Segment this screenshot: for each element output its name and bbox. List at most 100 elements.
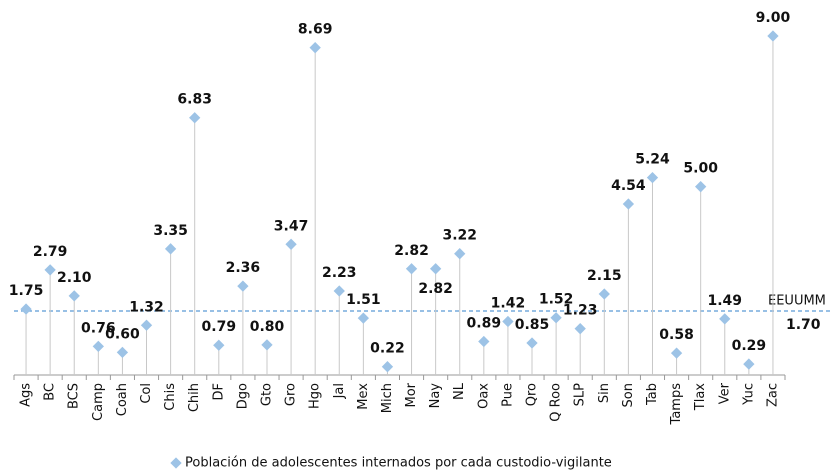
value-label: 0.76 — [81, 320, 116, 336]
marker — [189, 112, 201, 124]
value-label: 0.89 — [467, 315, 502, 331]
marker — [646, 171, 659, 184]
x-tick-label: Mor — [404, 382, 419, 407]
x-tick-label: Tamps — [669, 383, 684, 426]
x-tick-label: Sin — [597, 383, 612, 403]
value-label: 8.69 — [298, 22, 333, 38]
value-label: 1.75 — [9, 283, 44, 299]
marker — [381, 361, 394, 373]
value-label: 1.52 — [539, 292, 574, 308]
x-tick-label: Dgo — [235, 383, 250, 409]
value-label: 1.32 — [129, 299, 164, 315]
value-label: 1.49 — [707, 293, 742, 309]
x-tick-label: Tab — [645, 383, 660, 406]
x-tick-label: Chih — [187, 383, 202, 412]
x-tick-label: Yuc — [741, 383, 756, 406]
marker — [357, 312, 370, 324]
value-label: 2.15 — [587, 268, 622, 284]
x-tick-label: Col — [139, 383, 154, 404]
value-label: 3.35 — [153, 223, 188, 239]
value-label: 0.80 — [250, 319, 285, 335]
x-tick-label: Oax — [476, 383, 491, 409]
x-tick-label: Coah — [115, 383, 130, 416]
marker — [454, 248, 466, 260]
reference-value: 1.70 — [786, 317, 821, 333]
x-tick-label: BCS — [67, 383, 82, 409]
marker — [719, 313, 731, 325]
marker — [140, 319, 153, 331]
x-tick-label: Q Roo — [549, 383, 564, 422]
legend-marker — [170, 457, 182, 469]
x-tick-label: Mich — [380, 383, 395, 413]
marker — [333, 285, 345, 297]
x-tick-label: BC — [43, 383, 58, 401]
marker — [44, 264, 56, 276]
x-tick-label: Mex — [356, 383, 371, 410]
marker — [261, 339, 273, 351]
x-tick-label: Tlax — [693, 383, 708, 412]
x-tick-label: Hgo — [308, 383, 323, 409]
value-label: 5.00 — [683, 161, 718, 177]
marker — [574, 323, 586, 335]
marker — [213, 339, 225, 351]
marker — [429, 263, 442, 275]
x-tick-label: SLP — [573, 383, 588, 406]
value-label: 2.82 — [394, 243, 429, 259]
reference-label: EEUUMM — [768, 293, 826, 308]
marker — [405, 263, 418, 275]
legend-label: Población de adolescentes internados por… — [185, 456, 612, 471]
marker — [309, 42, 321, 54]
marker — [237, 280, 249, 292]
value-label: 1.23 — [563, 303, 598, 319]
x-tick-label: Ags — [19, 383, 34, 407]
x-tick-label: Qro — [525, 383, 540, 406]
marker — [502, 315, 514, 328]
value-label: 3.47 — [274, 218, 309, 234]
marker — [116, 346, 129, 359]
value-label: 5.24 — [635, 152, 670, 168]
x-tick-label: Gro — [284, 383, 299, 406]
marker — [695, 181, 707, 193]
marker — [767, 30, 779, 42]
value-label: 0.58 — [659, 327, 694, 343]
value-label: 2.79 — [33, 244, 68, 260]
value-label: 3.22 — [442, 228, 477, 244]
marker — [622, 198, 635, 210]
marker — [20, 303, 32, 315]
marker — [285, 238, 297, 250]
value-label: 2.10 — [57, 270, 92, 286]
value-label: 2.23 — [322, 265, 357, 281]
marker — [550, 312, 562, 324]
marker — [598, 288, 610, 300]
value-label: 2.82 — [418, 281, 453, 297]
x-tick-label: Zac — [765, 383, 780, 407]
x-tick-label: Nay — [428, 383, 443, 409]
x-tick-label: DF — [211, 383, 226, 401]
value-label: 2.36 — [226, 260, 261, 276]
value-label: 0.85 — [515, 317, 550, 333]
marker — [164, 243, 177, 255]
value-label: 0.79 — [202, 319, 237, 335]
value-label: 0.60 — [105, 326, 140, 342]
marker — [478, 335, 490, 348]
value-label: 9.00 — [756, 10, 791, 26]
x-tick-label: Jal — [332, 383, 347, 399]
value-label: 0.22 — [370, 341, 405, 357]
x-tick-label: NL — [452, 382, 467, 400]
x-tick-label: Son — [621, 383, 636, 407]
value-label: 6.83 — [177, 92, 212, 108]
x-tick-label: Gto — [259, 383, 274, 406]
marker — [743, 358, 755, 370]
value-label: 0.29 — [732, 338, 767, 354]
marker — [68, 290, 80, 302]
x-tick-label: Camp — [91, 383, 106, 421]
value-label: 1.42 — [491, 296, 526, 312]
marker — [92, 340, 104, 353]
value-label: 1.51 — [346, 292, 381, 308]
marker — [526, 337, 538, 349]
value-label: 4.54 — [611, 178, 646, 194]
x-tick-label: Chis — [163, 383, 178, 411]
x-tick-label: Pue — [500, 383, 515, 407]
x-tick-label: Ver — [717, 382, 732, 404]
